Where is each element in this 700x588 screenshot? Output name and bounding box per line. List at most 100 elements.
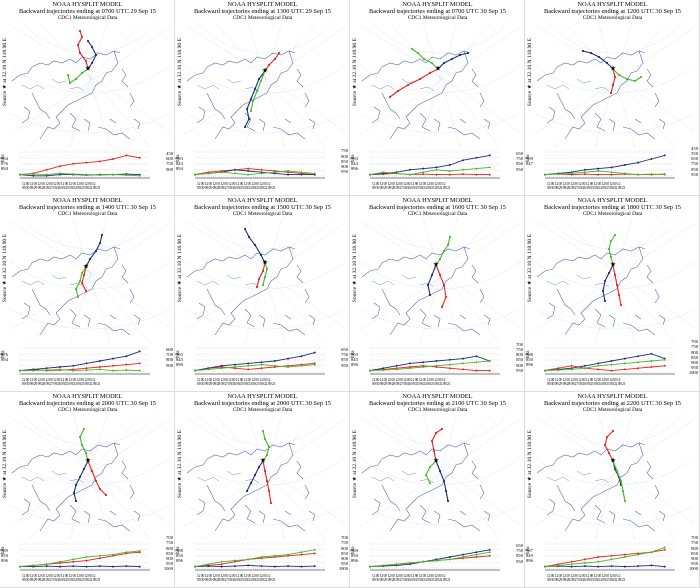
trajectory-title: Backward trajectories ending at 2200 UTC… xyxy=(543,400,681,408)
profile-marker xyxy=(448,363,451,366)
trajectory-marker xyxy=(424,473,428,477)
profile-marker xyxy=(650,564,653,567)
profile-marker xyxy=(260,361,263,364)
right-level-value: 600 xyxy=(166,156,173,162)
trajectory-marker xyxy=(90,45,94,49)
profile-marker xyxy=(448,164,451,166)
coastline xyxy=(361,50,491,140)
vertical-profile-chart xyxy=(544,151,675,179)
left-level-value: 789 xyxy=(351,548,358,553)
trajectory-marker xyxy=(253,87,257,91)
lat-lon-grid xyxy=(10,415,170,539)
source-star-icon: ★ xyxy=(433,261,439,269)
left-level-value: 788 xyxy=(176,548,183,553)
right-level-value: 850 xyxy=(166,550,173,556)
profile-marker xyxy=(610,558,613,561)
coastline xyxy=(536,246,666,336)
trajectory-title: Backward trajectories ending at 1600 UTC… xyxy=(368,204,506,212)
meteo-data-label: CDC1 Meteorological Data xyxy=(582,407,643,414)
profile-marker xyxy=(610,369,613,372)
trajectory-marker xyxy=(388,95,392,99)
meteo-data-label: CDC1 Meteorological Data xyxy=(582,211,643,218)
trajectory-title: Backward trajectories ending at 2000 UTC… xyxy=(193,400,331,408)
trajectory-marker xyxy=(442,479,446,483)
vertical-profile-chart xyxy=(194,151,325,179)
trajectory-marker xyxy=(617,293,621,297)
right-level-value: 800 xyxy=(691,545,698,551)
left-level-value: 843 xyxy=(176,357,183,363)
trajectory-marker xyxy=(438,469,442,473)
green-profile xyxy=(194,549,315,568)
trajectory-map: ★ xyxy=(360,219,520,343)
source-star-icon: ★ xyxy=(260,457,266,465)
blue-profile xyxy=(19,173,140,177)
left-level-value: 843 xyxy=(351,357,358,363)
hour-ticks: 12 00 12 00 12 00 12 00 12 00 12 00 12 0… xyxy=(372,574,446,578)
trajectory-marker xyxy=(623,499,627,503)
left-level-labels: 789 850 896 xyxy=(1,548,8,564)
coastline xyxy=(186,442,316,532)
trajectory-marker xyxy=(98,241,102,245)
right-level-value: 1000 xyxy=(338,566,348,572)
blue-trajectory xyxy=(427,264,437,296)
trajectory-marker xyxy=(94,249,98,253)
left-level-value: 876 xyxy=(1,161,8,167)
blue-trajectory xyxy=(435,460,449,502)
trajectory-marker xyxy=(76,295,80,299)
vertical-profile-chart xyxy=(544,347,675,375)
profile-marker xyxy=(475,551,478,554)
left-level-labels: 789 850 896 xyxy=(351,548,358,564)
profile-marker xyxy=(435,559,438,562)
lat-lon-grid xyxy=(360,23,520,147)
profile-marker xyxy=(207,565,210,568)
trajectory-marker xyxy=(80,35,84,39)
profile-marker xyxy=(623,553,626,556)
trajectory-marker xyxy=(430,61,434,65)
trajectory-panel: NOAA HYSPLIT MODEL Backward trajectories … xyxy=(525,392,700,588)
left-level-value: 896 xyxy=(526,558,533,564)
trajectory-marker xyxy=(613,75,617,79)
profile-marker xyxy=(32,173,35,176)
trajectory-marker xyxy=(243,227,247,231)
trajectory-marker xyxy=(253,243,257,247)
time-axis-ticks: 12 00 12 00 12 00 12 00 12 00 12 00 12 0… xyxy=(547,182,697,191)
trajectory-marker xyxy=(257,277,261,281)
profile-marker xyxy=(663,565,666,568)
trajectory-marker xyxy=(263,69,267,73)
profile-marker xyxy=(58,565,61,568)
left-level-value: 850 xyxy=(1,553,8,559)
green-profile xyxy=(544,359,665,372)
panel-header: NOAA HYSPLIT MODEL Backward trajectories … xyxy=(0,197,174,219)
profile-marker xyxy=(448,170,451,172)
blue-profile xyxy=(544,564,665,568)
profile-marker xyxy=(557,173,560,176)
profile-marker xyxy=(462,173,465,176)
right-level-value: 950 xyxy=(341,561,348,567)
profile-marker xyxy=(475,369,478,372)
trajectory-marker xyxy=(396,89,400,93)
profile-marker xyxy=(287,553,290,556)
profile-marker xyxy=(570,364,573,367)
trajectory-marker xyxy=(444,295,448,299)
green-profile xyxy=(19,550,140,568)
red-profile xyxy=(194,168,315,176)
right-level-value: 850 xyxy=(516,161,523,167)
red-profile xyxy=(19,551,140,568)
profile-marker xyxy=(58,165,61,168)
time-axis-ticks: 12 00 12 00 12 00 12 00 12 00 12 00 12 0… xyxy=(372,574,522,583)
trajectory-marker xyxy=(605,435,609,439)
source-label: Source ★ at 32.10 N 118.90 E xyxy=(527,430,533,499)
trajectory-marker xyxy=(255,285,259,289)
profile-marker xyxy=(597,173,600,176)
trajectory-map: ★ xyxy=(10,23,170,147)
profile-marker xyxy=(98,368,101,371)
lat-lon-grid xyxy=(10,219,170,343)
borders xyxy=(371,78,435,92)
right-level-value: 650 xyxy=(516,543,523,548)
profile-marker xyxy=(475,156,478,159)
profile-marker xyxy=(448,358,451,361)
profile-marker xyxy=(462,159,465,162)
right-level-value: 750 xyxy=(516,548,523,554)
trajectory-marker xyxy=(619,303,623,307)
